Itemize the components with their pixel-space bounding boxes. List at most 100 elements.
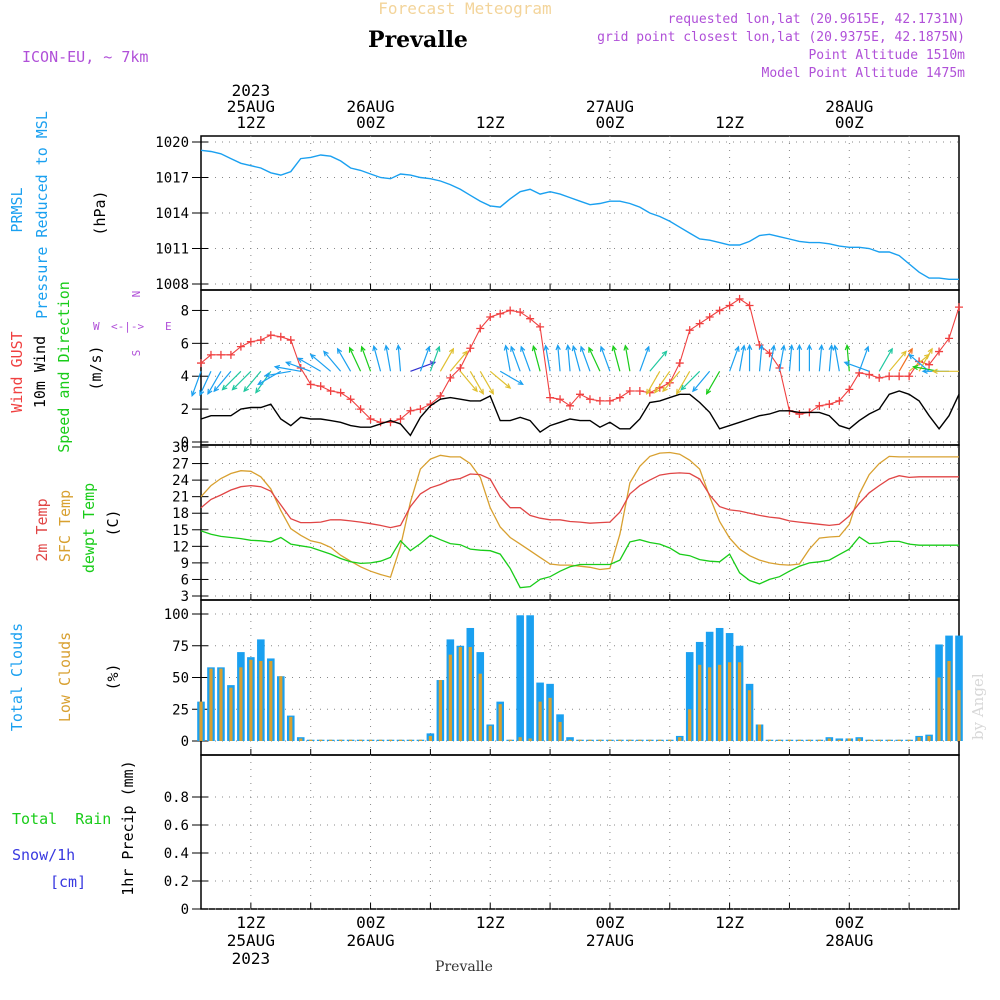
model-label: ICON-EU, ~ 7km xyxy=(22,48,148,66)
wind-arrow-head xyxy=(611,344,617,352)
wind-arrow-head xyxy=(908,353,915,360)
wind-arrow xyxy=(600,346,611,372)
gust-marker xyxy=(955,303,963,312)
gust-marker xyxy=(885,372,894,381)
wind-arrow-head xyxy=(221,384,228,391)
wind-arrow xyxy=(265,370,291,377)
gust-marker xyxy=(276,332,285,341)
low-cloud-bar xyxy=(428,735,432,741)
wind-arrow xyxy=(588,347,601,372)
total-clouds-label: Total Clouds xyxy=(8,623,26,731)
wind-arrow xyxy=(361,346,372,372)
wind-arrow-head xyxy=(571,344,577,352)
low-cloud-bar xyxy=(368,739,373,741)
wind-arrow xyxy=(191,371,202,396)
gust-marker xyxy=(915,357,924,366)
point-altitude: Point Altitude 1510m xyxy=(808,48,965,63)
clouds-ytick-label: 25 xyxy=(172,702,189,718)
wind-arrow-head xyxy=(788,344,795,351)
wind-arrow xyxy=(898,348,913,372)
low-cloud-bar xyxy=(339,739,343,741)
wind-labels: Wind GUST 10m Wind Speed and Direction (… xyxy=(8,281,172,453)
wind-arrow xyxy=(918,348,933,372)
wind-arrow-head xyxy=(478,388,484,396)
wind-arrow xyxy=(729,346,740,372)
wind-arrow xyxy=(429,346,440,372)
low-cloud-bar xyxy=(239,667,243,741)
compass-n: N xyxy=(130,291,143,298)
low-cloud-bar xyxy=(269,660,273,741)
gust-marker xyxy=(745,301,754,310)
wind-dir-label: Speed and Direction xyxy=(55,281,73,453)
low-cloud-bar xyxy=(508,739,512,741)
compass-rose: W <-|-> E N S xyxy=(93,291,172,357)
low-cloud-bar xyxy=(498,704,502,741)
wind-arrow-head xyxy=(213,386,220,393)
wind-arrow xyxy=(397,345,402,372)
wind-arrow xyxy=(469,370,484,395)
wind-arrow xyxy=(232,370,252,391)
top-time-label: 12Z xyxy=(236,113,265,132)
total-cloud-bar xyxy=(955,635,963,741)
gust-marker xyxy=(875,373,884,382)
low-cloud-bar xyxy=(708,667,712,741)
cloud-labels: Total Clouds Low Clouds (%) xyxy=(8,623,122,731)
wind-arrow xyxy=(505,345,511,372)
wind-arrow-head xyxy=(927,347,933,354)
gust-marker xyxy=(356,405,365,414)
clouds-ytick-label: 100 xyxy=(164,607,189,623)
bottom-time-label: 28AUG xyxy=(825,931,873,950)
gust-marker xyxy=(705,313,714,322)
low-cloud-bar xyxy=(897,739,901,741)
wind-arrow xyxy=(297,357,321,372)
precip-ytick-label: 0 xyxy=(181,902,189,918)
gust-marker xyxy=(835,396,844,405)
gust-marker xyxy=(675,359,684,368)
temp-unit: (C) xyxy=(104,509,122,536)
wind-arrow-head xyxy=(503,344,510,351)
top-time-label: 12Z xyxy=(715,113,744,132)
temperature-ytick-label: 6 xyxy=(181,572,189,588)
low-cloud-bar xyxy=(678,737,682,741)
subtitle: Forecast Meteogram xyxy=(378,0,551,18)
low-cloud-bar xyxy=(219,668,223,741)
low-clouds-label: Low Clouds xyxy=(56,632,74,722)
gust-marker xyxy=(735,294,744,303)
wind-arrow-head xyxy=(472,386,478,393)
temp2m-line xyxy=(200,472,959,529)
top-time-label: 00Z xyxy=(595,113,624,132)
wind-arrow xyxy=(349,347,362,372)
wind-arrow-head xyxy=(806,343,813,351)
low-cloud-bar xyxy=(518,737,522,741)
gust-marker xyxy=(605,396,614,405)
gust-marker xyxy=(895,372,904,381)
low-cloud-bar xyxy=(578,739,582,741)
bottom-time-label: 25AUG xyxy=(227,931,275,950)
wind-arrow xyxy=(788,345,793,372)
wind-arrow-head xyxy=(705,388,712,396)
wind-ytick-label: 6 xyxy=(181,336,189,352)
wind-arrow xyxy=(439,348,454,372)
low-cloud-bar xyxy=(737,662,742,741)
low-cloud-bar xyxy=(817,739,821,741)
wind-arrow-head xyxy=(309,353,316,360)
gust-marker xyxy=(286,336,295,345)
bottom-time-label: 00Z xyxy=(595,913,624,932)
low-cloud-bar xyxy=(289,716,293,741)
pressure-label-2: Pressure Reduced to MSL xyxy=(33,111,51,319)
wind-arrow xyxy=(286,361,311,372)
gust-marker xyxy=(346,395,355,404)
low-cloud-bar xyxy=(777,739,782,741)
wind-arrow-head xyxy=(746,343,753,351)
wind-arrow-head xyxy=(448,347,455,354)
pressure-unit: (hPa) xyxy=(91,190,109,235)
wind-arrow xyxy=(778,345,785,372)
bottom-time-label: 00Z xyxy=(835,913,864,932)
wind-arrow xyxy=(738,345,745,372)
requested-coords: requested lon,lat (20.9615E, 42.1731N) xyxy=(668,12,965,27)
wind-arrow-head xyxy=(520,345,526,352)
gust-marker xyxy=(446,373,455,382)
wind-arrow xyxy=(373,346,382,372)
